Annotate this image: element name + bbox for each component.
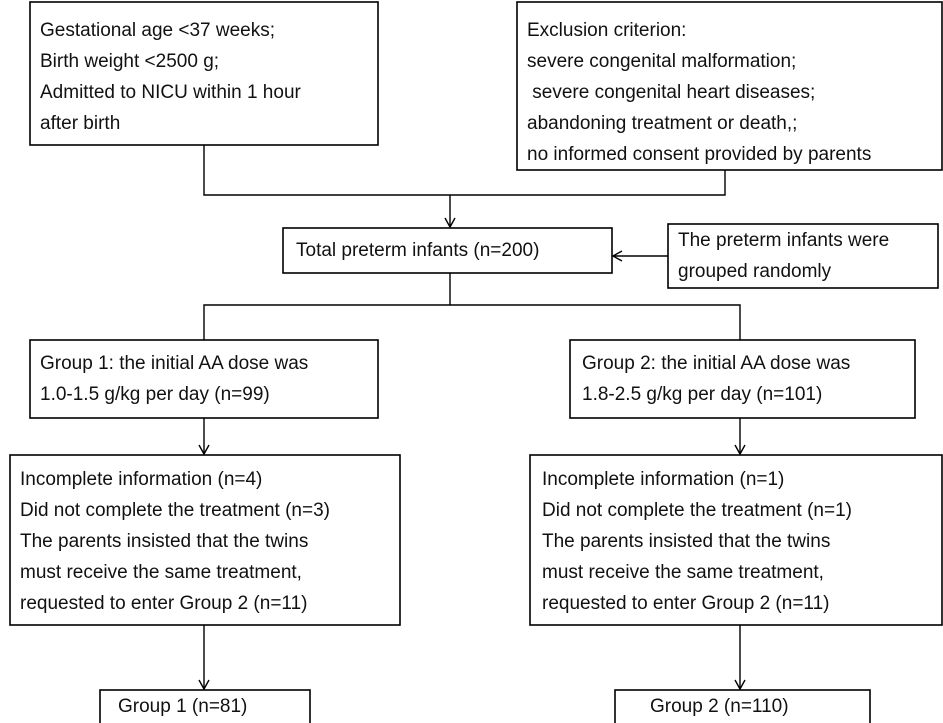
- node-box: [29, 1, 379, 146]
- node: Group 1 (n=81): [99, 689, 311, 723]
- connector: [203, 145, 726, 196]
- connectors: [198, 145, 746, 691]
- node-text: severe congenital malformation;: [527, 51, 796, 72]
- node-box: [9, 454, 401, 626]
- node-text: The parents insisted that the twins: [542, 531, 830, 552]
- node-text: Group 1 (n=81): [118, 696, 247, 717]
- node-text: grouped randomly: [678, 261, 832, 282]
- node-text: Admitted to NICU within 1 hour: [40, 82, 302, 103]
- node-text: must receive the same treatment,: [542, 562, 824, 583]
- node-text: Incomplete information (n=4): [20, 469, 262, 490]
- node-box: [516, 1, 943, 171]
- node-text: no informed consent provided by parents: [527, 144, 871, 165]
- node: The preterm infants were grouped randomly: [667, 223, 939, 289]
- node-text: Total preterm infants (n=200): [296, 240, 539, 261]
- node-text: Exclusion criterion:: [527, 20, 686, 41]
- node-box: [282, 227, 613, 274]
- node-text: severe congenital heart diseases;: [527, 82, 815, 103]
- node-text: requested to enter Group 2 (n=11): [20, 593, 307, 614]
- node-text: The parents insisted that the twins: [20, 531, 308, 552]
- node-text: Birth weight <2500 g;: [40, 51, 219, 72]
- node-text: Group 1: the initial AA dose was: [40, 353, 308, 374]
- node-text: Did not complete the treatment (n=1): [542, 500, 852, 521]
- nodes: Gestational age <37 weeks; Birth weight <…: [9, 1, 943, 723]
- node-text: 1.0-1.5 g/kg per day (n=99): [40, 384, 270, 405]
- node-text: after birth: [40, 113, 120, 134]
- node: Group 1: the initial AA dose was 1.0-1.5 …: [29, 339, 379, 419]
- node: Group 2 (n=110): [614, 689, 871, 723]
- node-text: requested to enter Group 2 (n=11): [542, 593, 829, 614]
- node-box: [29, 339, 379, 419]
- node-text: Did not complete the treatment (n=3): [20, 500, 330, 521]
- node-text: abandoning treatment or death,;: [527, 113, 797, 134]
- node: Incomplete information (n=4) Did not comp…: [9, 454, 401, 626]
- node-box: [529, 454, 943, 626]
- node-box: [614, 689, 871, 723]
- node-text: 1.8-2.5 g/kg per day (n=101): [582, 384, 822, 405]
- node-box: [569, 339, 916, 419]
- node: Incomplete information (n=1) Did not comp…: [529, 454, 943, 626]
- node: Exclusion criterion: severe congenital ma…: [516, 1, 943, 171]
- node: Group 2: the initial AA dose was 1.8-2.5 …: [569, 339, 916, 419]
- node-text: Group 2: the initial AA dose was: [582, 353, 850, 374]
- node-box: [667, 223, 939, 289]
- node-text: The preterm infants were: [678, 230, 889, 251]
- node-text: Gestational age <37 weeks;: [40, 20, 275, 41]
- node-box: [99, 689, 311, 723]
- node-text: Group 2 (n=110): [650, 696, 789, 717]
- node-text: must receive the same treatment,: [20, 562, 302, 583]
- node-text: Incomplete information (n=1): [542, 469, 784, 490]
- node: Total preterm infants (n=200): [282, 227, 613, 274]
- connector: [203, 304, 741, 340]
- node: Gestational age <37 weeks; Birth weight <…: [29, 1, 379, 146]
